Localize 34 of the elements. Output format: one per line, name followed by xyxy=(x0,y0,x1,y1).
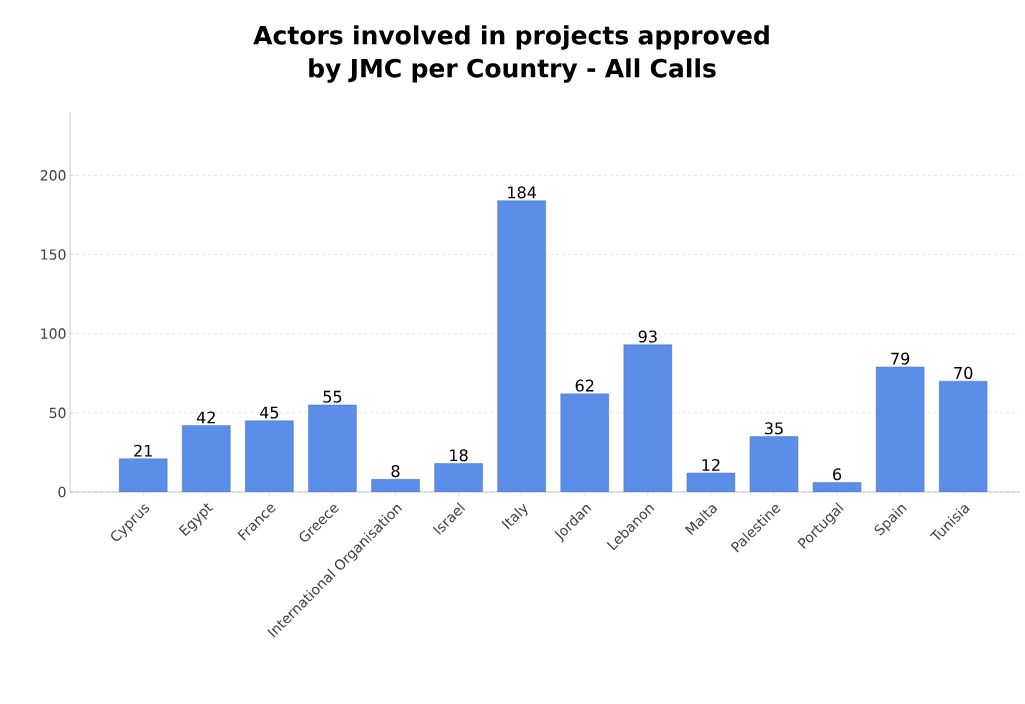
bar xyxy=(812,482,862,492)
data-label: 8 xyxy=(391,465,400,478)
data-label: 35 xyxy=(765,422,783,435)
data-label: 42 xyxy=(196,411,215,424)
chart-title: Actors involved in projects approved by JMC per Country - All Calls xyxy=(253,25,769,83)
data-label: 45 xyxy=(259,406,279,419)
data-label: 62 xyxy=(575,379,594,392)
y-tick-label: 200 xyxy=(40,170,66,181)
bar xyxy=(686,472,736,492)
bar xyxy=(245,420,294,492)
bar xyxy=(939,380,988,492)
y-tick-label: 100 xyxy=(41,328,66,339)
bar xyxy=(308,404,357,492)
bar xyxy=(560,393,609,492)
data-label: 79 xyxy=(891,352,910,365)
bar xyxy=(434,463,483,492)
bar xyxy=(749,436,799,492)
y-tick-label: 150 xyxy=(41,249,66,260)
y-tick-label: 0 xyxy=(58,486,66,498)
data-label: 18 xyxy=(450,449,468,462)
data-label: 12 xyxy=(702,458,720,471)
data-label: 93 xyxy=(638,330,657,343)
data-label: 6 xyxy=(833,468,842,481)
bar xyxy=(623,344,673,492)
y-tick-label: 50 xyxy=(49,407,66,419)
data-label: 55 xyxy=(323,390,342,403)
bar xyxy=(497,200,546,492)
bar xyxy=(371,479,420,492)
bar xyxy=(875,366,925,492)
bar xyxy=(118,458,168,492)
data-label: 70 xyxy=(954,366,973,379)
data-label: 184 xyxy=(508,186,537,199)
bar xyxy=(182,425,231,492)
data-label: 21 xyxy=(134,444,152,457)
